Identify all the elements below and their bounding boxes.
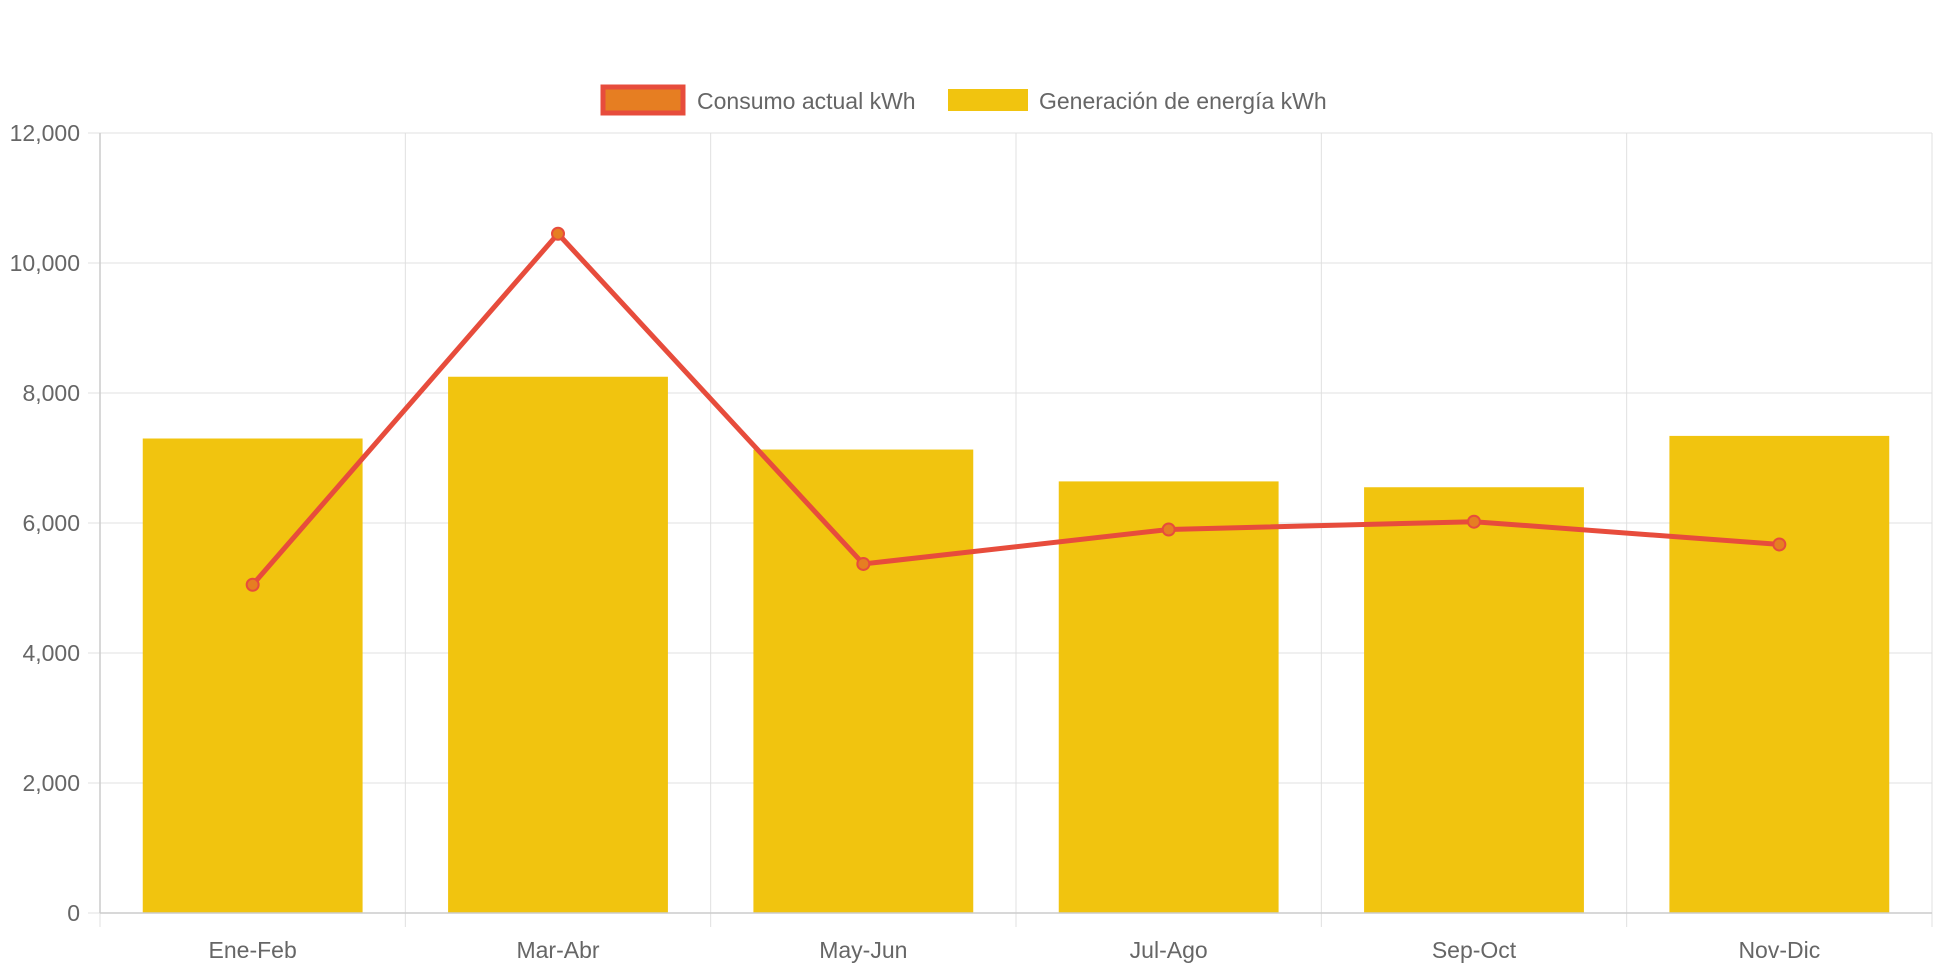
bar-sep-oct[interactable] xyxy=(1364,487,1584,913)
bar-ene-feb[interactable] xyxy=(142,438,363,914)
consumo-line xyxy=(250,231,1780,587)
legend-swatch-bar xyxy=(948,89,1028,111)
y-tick-label: 2,000 xyxy=(22,770,80,796)
legend-label-bar: Generación de energía kWh xyxy=(1039,88,1327,114)
y-tick-label: 6,000 xyxy=(22,510,80,536)
line-point-may-jun[interactable] xyxy=(856,556,871,571)
x-tick-label: Sep-Oct xyxy=(1432,937,1517,963)
y-tick-label: 12,000 xyxy=(10,120,80,146)
line-point-nov-dic[interactable] xyxy=(1772,537,1787,552)
legend-item-line[interactable]: Consumo actual kWh xyxy=(600,84,916,116)
y-tick-label: 0 xyxy=(67,900,80,926)
x-tick-label: Mar-Abr xyxy=(516,937,599,963)
legend-label-line: Consumo actual kWh xyxy=(697,88,916,114)
line-point-mar-abr[interactable] xyxy=(551,226,565,241)
y-tick-label: 8,000 xyxy=(22,380,80,406)
bar-nov-dic[interactable] xyxy=(1669,435,1890,913)
line-point-jul-ago[interactable] xyxy=(1161,522,1176,537)
line-point-sep-oct[interactable] xyxy=(1467,514,1481,529)
line-point-ene-feb[interactable] xyxy=(245,577,260,592)
x-tick-label: Ene-Feb xyxy=(209,937,297,963)
bar-jul-ago[interactable] xyxy=(1058,481,1279,913)
y-tick-label: 4,000 xyxy=(22,640,80,666)
legend[interactable]: Consumo actual kWh Generación de energía… xyxy=(600,84,1327,116)
x-tick-label: Nov-Dic xyxy=(1738,937,1820,963)
grid xyxy=(88,132,1933,927)
bar-mar-abr[interactable] xyxy=(448,376,668,913)
x-tick-label: Jul-Ago xyxy=(1130,937,1208,963)
bar-may-jun[interactable] xyxy=(753,449,974,913)
y-tick-label: 10,000 xyxy=(10,250,80,276)
x-tick-label: May-Jun xyxy=(819,937,907,963)
legend-swatch-line xyxy=(600,84,686,116)
bar-series xyxy=(142,376,1890,914)
line-series xyxy=(245,226,1787,592)
axes: 0 2,000 4,000 6,000 8,000 10,000 12,000 Ene-Feb… xyxy=(10,120,1932,963)
legend-item-bar[interactable]: Generación de energía kWh xyxy=(948,88,1327,114)
